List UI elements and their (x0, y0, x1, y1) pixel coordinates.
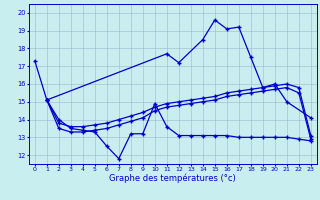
X-axis label: Graphe des températures (°c): Graphe des températures (°c) (109, 173, 236, 183)
